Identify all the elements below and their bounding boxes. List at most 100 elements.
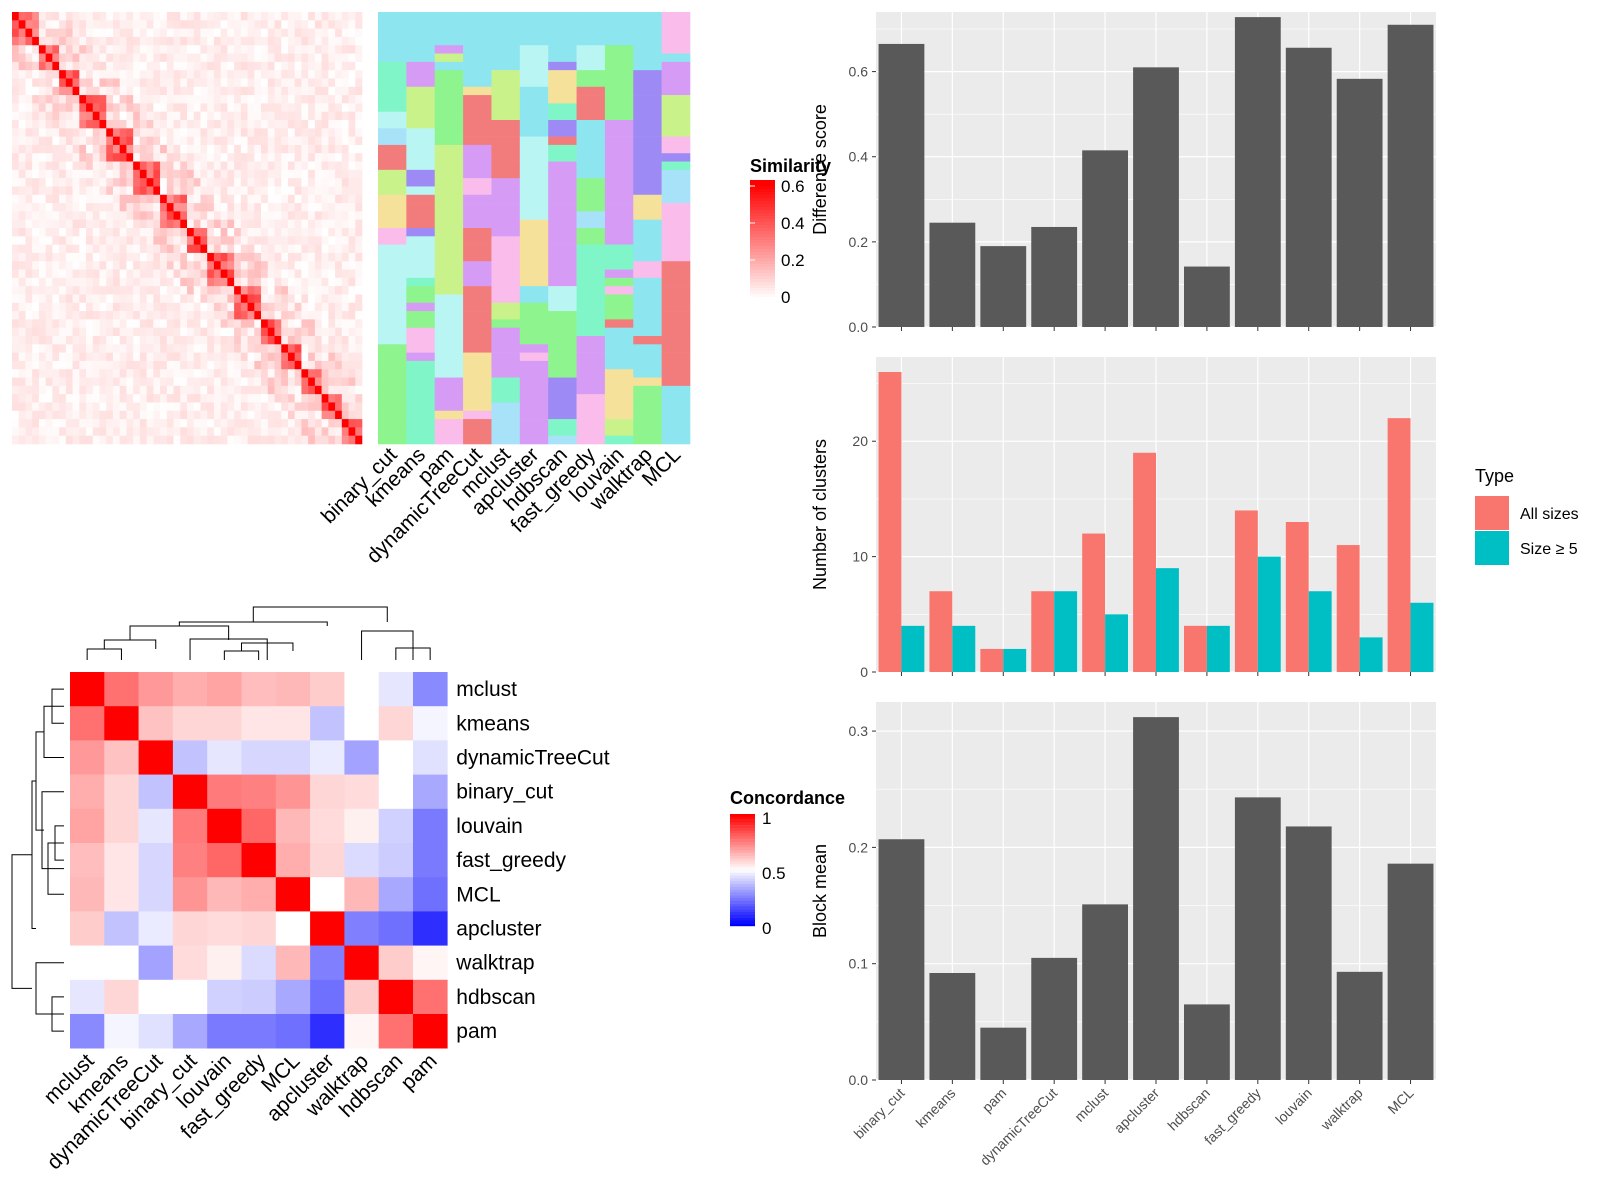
assignment-cell xyxy=(434,302,464,312)
similarity-cell xyxy=(139,236,147,245)
similarity-cell xyxy=(173,111,181,121)
similarity-cell xyxy=(79,203,87,212)
similarity-heatmap xyxy=(12,12,363,445)
similarity-cell xyxy=(99,86,107,96)
similarity-cell xyxy=(65,86,73,96)
similarity-cell xyxy=(355,120,363,129)
assignment-cell xyxy=(519,385,549,395)
similarity-cell xyxy=(59,394,67,403)
assignment-cell xyxy=(661,20,691,29)
similarity-cell xyxy=(227,402,235,412)
similarity-cell xyxy=(173,261,181,270)
similarity-cell xyxy=(25,203,33,212)
similarity-cell xyxy=(207,261,215,270)
similarity-cell xyxy=(166,103,174,112)
similarity-cell xyxy=(328,277,336,287)
similarity-cell xyxy=(18,352,26,362)
similarity-cell xyxy=(45,28,53,38)
similarity-cell xyxy=(126,178,134,187)
similarity-cell xyxy=(92,344,100,353)
similarity-cell xyxy=(207,360,215,370)
similarity-cell xyxy=(133,178,141,187)
similarity-cell xyxy=(38,327,46,337)
similarity-cell xyxy=(38,302,46,312)
similarity-cell xyxy=(126,136,134,146)
similarity-cell xyxy=(267,161,275,171)
assignment-cell xyxy=(406,394,436,403)
similarity-cell xyxy=(207,377,215,387)
similarity-cell xyxy=(328,203,336,212)
similarity-cell xyxy=(240,70,248,79)
concordance-cell xyxy=(70,774,105,810)
similarity-cell xyxy=(274,194,282,204)
assignment-cell xyxy=(604,377,634,387)
similarity-cell xyxy=(287,294,295,304)
similarity-cell xyxy=(321,36,329,46)
assignment-cell xyxy=(604,194,634,204)
similarity-cell xyxy=(79,244,87,254)
similarity-cell xyxy=(99,144,107,154)
assignment-cell xyxy=(463,95,492,104)
similarity-cell xyxy=(227,427,235,436)
similarity-cell xyxy=(240,169,248,179)
similarity-legend-gradient xyxy=(750,189,775,193)
concordance-cell xyxy=(241,945,277,981)
similarity-cell xyxy=(301,435,309,445)
similarity-cell xyxy=(65,219,73,229)
similarity-cell xyxy=(328,402,336,412)
assignment-cell xyxy=(604,53,634,63)
similarity-cell xyxy=(12,178,20,187)
similarity-cell xyxy=(119,228,127,237)
similarity-cell xyxy=(328,269,336,279)
assignment-cell xyxy=(406,302,436,312)
similarity-cell xyxy=(240,360,248,370)
similarity-cell xyxy=(133,344,141,353)
similarity-legend-gradient xyxy=(750,267,775,271)
similarity-cell xyxy=(274,319,282,328)
similarity-cell xyxy=(79,336,87,345)
similarity-cell xyxy=(308,360,316,370)
similarity-cell xyxy=(12,53,20,63)
similarity-cell xyxy=(193,252,201,262)
assignment-cell xyxy=(378,228,407,237)
similarity-cell xyxy=(52,419,60,428)
similarity-cell xyxy=(220,252,228,262)
similarity-cell xyxy=(335,20,343,29)
similarity-cell xyxy=(65,352,73,362)
assignment-cell xyxy=(548,352,577,362)
similarity-cell xyxy=(59,178,67,187)
similarity-cell xyxy=(119,244,127,254)
similarity-cell xyxy=(321,419,329,428)
similarity-cell xyxy=(38,144,46,154)
similarity-cell xyxy=(193,419,201,428)
similarity-cell xyxy=(321,20,329,29)
similarity-cell xyxy=(301,219,309,229)
bar xyxy=(1336,545,1360,672)
concordance-cell xyxy=(138,808,174,844)
assignment-cell xyxy=(604,319,634,328)
similarity-cell xyxy=(119,203,127,212)
similarity-cell xyxy=(119,261,127,270)
column-dendrogram-branch xyxy=(252,606,388,622)
similarity-cell xyxy=(267,344,275,353)
similarity-cell xyxy=(213,45,221,54)
similarity-cell xyxy=(133,377,141,387)
similarity-cell xyxy=(133,269,141,279)
similarity-cell xyxy=(25,103,33,112)
similarity-cell xyxy=(32,153,40,162)
assignment-cell xyxy=(661,161,691,171)
similarity-cell xyxy=(314,45,322,54)
similarity-cell xyxy=(355,435,363,445)
assignment-cell xyxy=(661,194,691,204)
similarity-cell xyxy=(133,369,141,378)
similarity-cell xyxy=(38,394,46,403)
similarity-cell xyxy=(207,103,215,112)
assignment-cell xyxy=(406,95,436,104)
similarity-cell xyxy=(247,402,255,412)
similarity-cell xyxy=(193,53,201,63)
similarity-cell xyxy=(341,336,349,345)
assignment-cell xyxy=(661,153,691,162)
similarity-cell xyxy=(314,169,322,179)
similarity-cell xyxy=(72,211,80,220)
concordance-legend-tick: 0 xyxy=(762,919,771,938)
